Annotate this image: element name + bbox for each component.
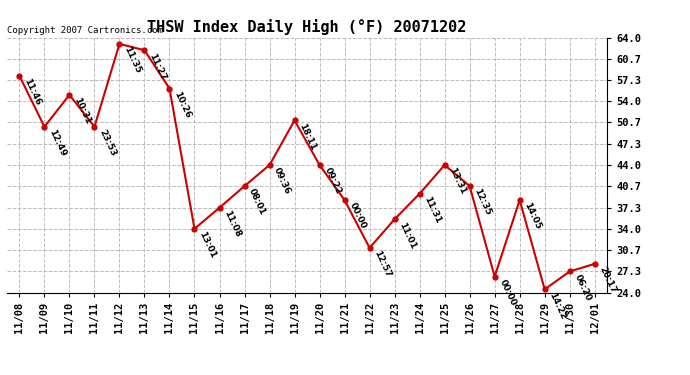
Text: 20:17: 20:17 [598,265,618,295]
Text: 11:01: 11:01 [397,220,417,250]
Text: 23:53: 23:53 [97,128,117,158]
Text: 13:01: 13:01 [197,230,217,260]
Text: 09:36: 09:36 [273,166,293,196]
Text: 09:22: 09:22 [322,166,343,196]
Text: 11:08: 11:08 [222,209,242,239]
Text: 10:31: 10:31 [72,96,92,126]
Text: 18:11: 18:11 [297,122,317,152]
Text: Copyright 2007 Cartronics.com: Copyright 2007 Cartronics.com [7,26,163,35]
Text: 13:31: 13:31 [447,166,468,196]
Text: 12:49: 12:49 [47,128,68,158]
Text: 00:00: 00:00 [497,278,518,307]
Text: 00:00: 00:00 [347,201,367,231]
Text: 12:35: 12:35 [473,188,493,217]
Text: 11:35: 11:35 [122,45,143,75]
Text: 06:20: 06:20 [573,273,593,302]
Text: 11:27: 11:27 [147,52,168,81]
Text: 10:26: 10:26 [172,90,193,120]
Text: 11:31: 11:31 [422,195,443,225]
Title: THSW Index Daily High (°F) 20071202: THSW Index Daily High (°F) 20071202 [148,19,466,35]
Text: 14:22: 14:22 [547,291,568,321]
Text: 11:46: 11:46 [22,77,43,107]
Text: 08:01: 08:01 [247,188,268,217]
Text: 12:57: 12:57 [373,249,393,279]
Text: 14:05: 14:05 [522,201,543,231]
